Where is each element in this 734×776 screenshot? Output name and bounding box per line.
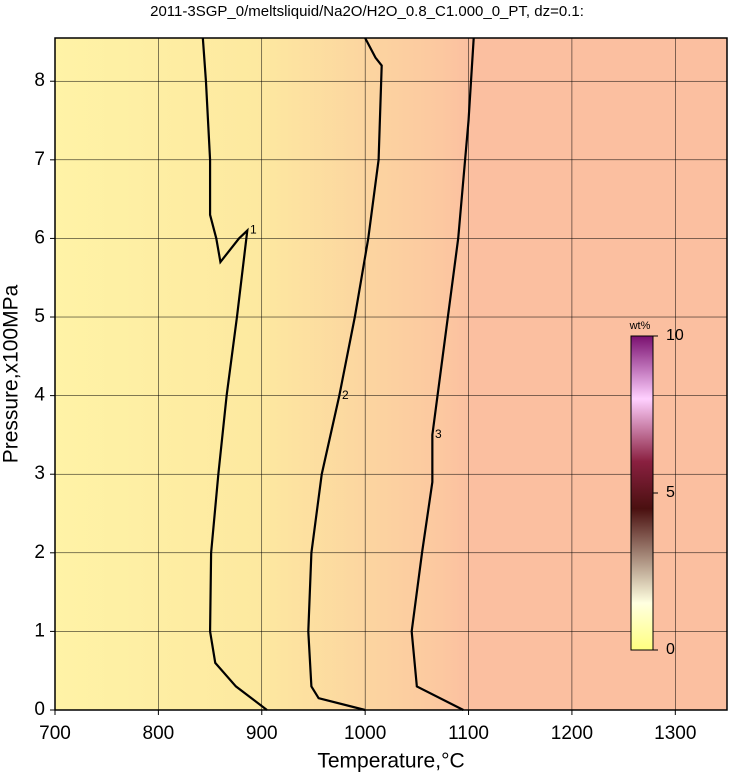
contour-label: 3 <box>435 427 442 441</box>
y-tick-label: 6 <box>34 227 45 248</box>
contour-label: 1 <box>250 223 257 237</box>
x-tick-label: 700 <box>39 723 71 744</box>
contour-line <box>307 37 383 712</box>
colorbar-tick-label: 10 <box>666 327 684 344</box>
colorbar-tick-label: 0 <box>666 641 675 658</box>
contour-line <box>201 37 268 711</box>
plot-frame <box>54 37 728 711</box>
chart-title: 2011-3SGP_0/meltsliquid/Na2O/H2O_0.8_C1.… <box>150 3 584 20</box>
x-tick-label: 1000 <box>344 723 386 744</box>
x-tick-label: 1100 <box>448 723 489 744</box>
y-tick-label: 5 <box>34 306 45 327</box>
x-tick-label: 1200 <box>551 723 593 744</box>
y-tick-label: 3 <box>34 463 45 484</box>
plot-background <box>55 38 727 710</box>
y-tick-label: 7 <box>34 149 45 170</box>
y-tick-label: 8 <box>34 70 45 91</box>
y-tick-label: 0 <box>34 699 45 720</box>
x-tick-label: 900 <box>246 723 278 744</box>
y-tick-label: 4 <box>34 385 45 406</box>
y-axis-label: Pressure,x100MPa <box>0 284 23 463</box>
x-axis-label: Temperature,°C <box>317 750 464 773</box>
x-tick-label: 1300 <box>654 723 696 744</box>
contour-label: 2 <box>342 388 349 402</box>
y-tick-label: 2 <box>34 542 45 563</box>
contour-line <box>410 37 475 711</box>
x-tick-label: 800 <box>143 723 175 744</box>
colorbar <box>630 335 654 651</box>
colorbar-tick-label: 5 <box>666 484 675 501</box>
colorbar-label: wt% <box>629 320 651 332</box>
y-tick-label: 1 <box>34 620 45 641</box>
